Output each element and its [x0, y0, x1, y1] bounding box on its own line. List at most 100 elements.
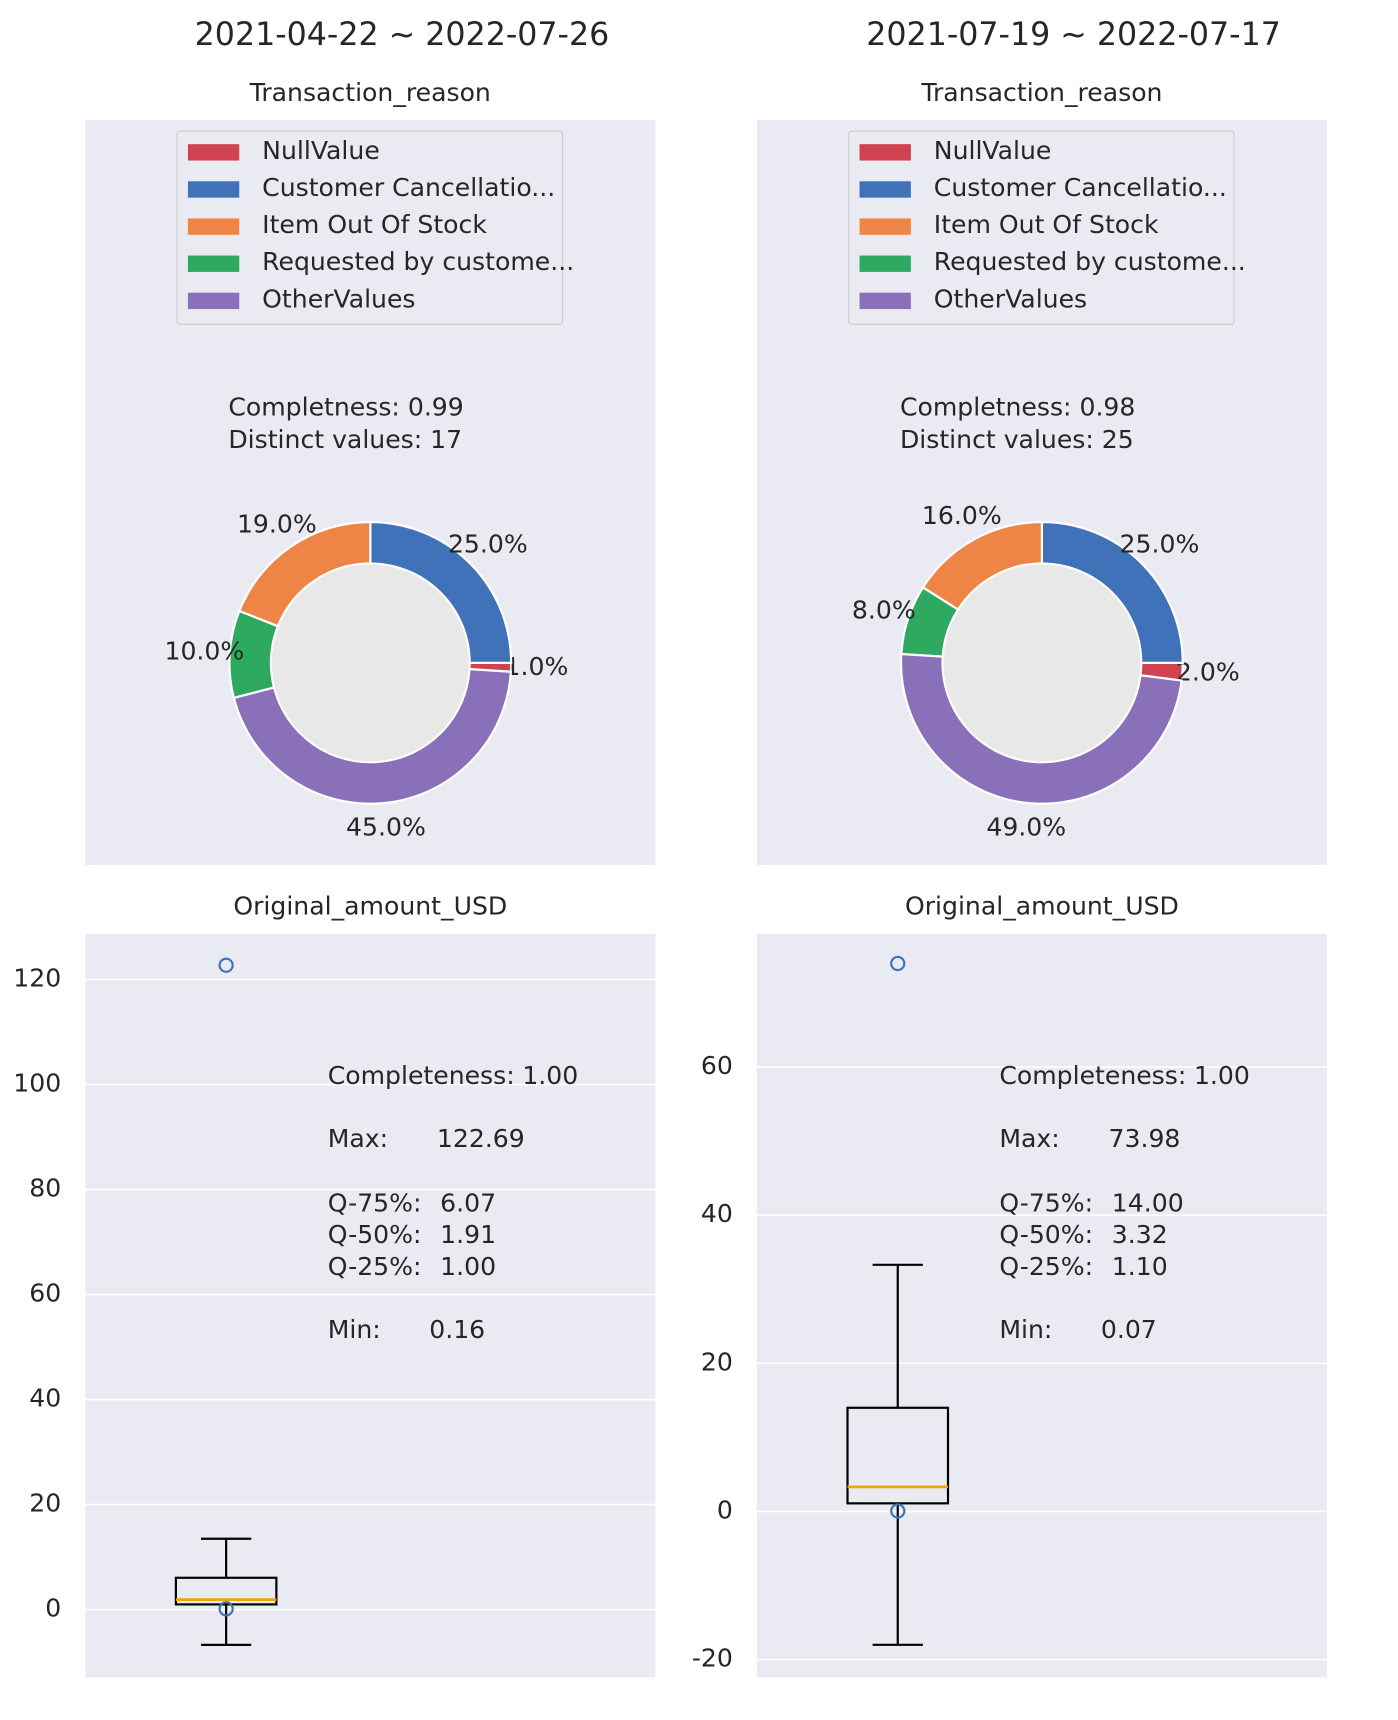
legend-label: OtherValues	[262, 284, 415, 313]
pie-hole	[272, 564, 469, 762]
stat-label: Q-25%:	[328, 1252, 422, 1281]
stat-line: Q-50%: 3.32	[999, 1220, 1167, 1249]
y-tick-label: 40	[701, 1199, 733, 1228]
stat-value: 14.00	[1112, 1189, 1184, 1218]
legend-swatch	[859, 144, 911, 161]
pie-hole	[943, 564, 1141, 762]
legend-swatch	[187, 144, 240, 161]
pie-wedge	[899, 652, 1183, 805]
chart-title: Original_amount_USD	[905, 892, 1179, 921]
flier	[218, 1601, 234, 1617]
y-tick-label: 40	[29, 1384, 61, 1413]
stat-value: 0.07	[1101, 1315, 1157, 1344]
stat-line: Q-25%: 1.10	[999, 1252, 1167, 1281]
flier	[890, 1503, 906, 1519]
legend-swatch	[187, 255, 240, 272]
stat-line: Completeness: 1.00	[999, 1061, 1250, 1090]
annotation: Distinct values: 17	[228, 425, 462, 454]
stat-value: 1.00	[1194, 1061, 1250, 1090]
legend-label: Item Out Of Stock	[934, 210, 1159, 239]
value-label: 2.0%	[1176, 657, 1240, 686]
stat-value: 1.00	[522, 1061, 578, 1090]
annotation: Completness: 0.99	[228, 392, 463, 421]
chart-title: Transaction_reason	[249, 78, 491, 107]
stat-line: Min: 0.07	[999, 1315, 1156, 1344]
stat-line: Max: 73.98	[999, 1124, 1180, 1153]
legend-label: NullValue	[262, 136, 380, 165]
legend-swatch	[187, 218, 240, 235]
stat-label: Q-25%:	[999, 1252, 1093, 1281]
value-label: 10.0%	[164, 636, 244, 665]
stat-label: Q-75%:	[328, 1189, 422, 1218]
suptitle: 2021-04-22 ~ 2022-07-26	[195, 17, 610, 53]
y-tick-label: 0	[45, 1594, 61, 1623]
value-label: 25.0%	[448, 529, 528, 558]
stat-label: Q-50%:	[999, 1220, 1093, 1249]
flier	[890, 955, 906, 972]
legend	[176, 130, 564, 325]
value-label: 25.0%	[1120, 529, 1200, 558]
stat-value: 73.98	[1109, 1124, 1181, 1153]
legend-swatch	[859, 255, 911, 272]
value-label: 45.0%	[346, 812, 426, 841]
stat-line: Max: 122.69	[328, 1124, 525, 1153]
stat-label: Q-50%:	[328, 1220, 422, 1249]
stat-line: Q-25%: 1.00	[328, 1252, 496, 1281]
chart-title: Original_amount_USD	[233, 892, 507, 921]
y-tick-label: 100	[13, 1068, 61, 1097]
y-tick-label: 0	[717, 1495, 733, 1524]
pie-wedge	[232, 667, 513, 805]
value-label: 19.0%	[237, 509, 317, 538]
stat-label: Min:	[999, 1315, 1052, 1344]
stat-label: Max:	[328, 1124, 388, 1153]
stat-label: Q-75%:	[999, 1189, 1093, 1218]
y-tick-label: 120	[13, 963, 61, 992]
value-label: 8.0%	[852, 596, 916, 625]
legend-swatch	[859, 292, 911, 310]
legend-label: Customer Cancellatio...	[934, 173, 1227, 202]
y-tick-label: 20	[29, 1489, 61, 1518]
stat-value: 122.69	[437, 1124, 525, 1153]
stat-line: Min: 0.16	[328, 1315, 485, 1344]
legend-swatch	[187, 181, 240, 198]
stat-value: 6.07	[440, 1189, 496, 1218]
stat-label: Max:	[999, 1124, 1059, 1153]
flier	[218, 957, 234, 973]
annotation: Distinct values: 25	[900, 425, 1134, 454]
stat-line: Completeness: 1.00	[328, 1061, 579, 1090]
legend-label: NullValue	[934, 136, 1052, 165]
y-tick-label: 80	[29, 1173, 61, 1202]
annotation: Completness: 0.98	[900, 392, 1135, 421]
legend-swatch	[859, 181, 911, 198]
legend-swatch	[859, 218, 911, 235]
stat-value: 1.10	[1112, 1252, 1168, 1281]
stat-label: Completeness:	[328, 1061, 515, 1090]
plot-area	[756, 933, 1327, 1678]
legend-label: Customer Cancellatio...	[262, 173, 555, 202]
stat-value: 1.91	[440, 1220, 496, 1249]
legend-label: Requested by custome...	[934, 247, 1246, 276]
stat-value: 3.32	[1112, 1220, 1168, 1249]
stat-value: 1.00	[440, 1252, 496, 1281]
value-label: 1.0%	[505, 652, 569, 681]
stat-line: Q-75%: 6.07	[328, 1189, 496, 1218]
suptitle: 2021-07-19 ~ 2022-07-17	[866, 17, 1281, 53]
value-label: 16.0%	[922, 501, 1002, 530]
legend-label: Item Out Of Stock	[262, 210, 487, 239]
y-tick-label: 60	[701, 1051, 733, 1080]
chart-title: Transaction_reason	[920, 78, 1162, 107]
y-tick-label: 20	[701, 1347, 733, 1376]
box	[174, 1576, 278, 1606]
y-tick-label: -20	[692, 1644, 733, 1673]
legend-swatch	[187, 292, 240, 310]
value-label: 49.0%	[986, 812, 1066, 841]
legend	[848, 130, 1235, 325]
stat-label: Completeness:	[999, 1061, 1186, 1090]
stat-value: 0.16	[429, 1315, 485, 1344]
stat-label: Min:	[328, 1315, 381, 1344]
stat-line: Q-75%: 14.00	[999, 1189, 1183, 1218]
stat-line: Q-50%: 1.91	[328, 1220, 496, 1249]
y-tick-label: 60	[29, 1279, 61, 1308]
